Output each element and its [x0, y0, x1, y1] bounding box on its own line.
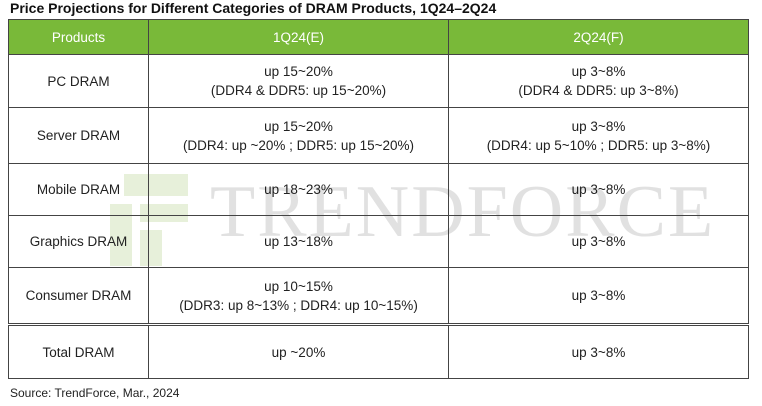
q1-projection: up ~20% [148, 323, 449, 379]
q1-range: up 15~20% [264, 64, 333, 79]
q1-projection: up 10~15% (DDR3: up 8~13% ; DDR4: up 10~… [148, 267, 449, 325]
table-row: Graphics DRAM up 13~18% up 3~8% [8, 215, 749, 268]
column-header-products: Products [8, 19, 149, 55]
q2-range: up 3~8% [571, 64, 626, 79]
column-header-1q24: 1Q24(E) [148, 19, 449, 55]
price-projection-table: Products 1Q24(E) 2Q24(F) PC DRAM up 15~2… [8, 19, 749, 379]
table-title: Price Projections for Different Categori… [10, 0, 497, 16]
q1-range: up ~20% [271, 344, 326, 360]
product-name: Server DRAM [8, 107, 149, 164]
q2-projection: up 3~8% [448, 163, 749, 216]
q1-range: up 10~15% [264, 278, 333, 294]
table-row: Server DRAM up 15~20% (DDR4: up ~20% ; D… [8, 107, 749, 164]
q1-projection: up 15~20% (DDR4: up ~20% ; DDR5: up 15~2… [148, 107, 449, 164]
q1-range: up 13~18% [264, 234, 333, 249]
q2-range: up 3~8% [571, 234, 626, 249]
q2-range: up 3~8% [571, 288, 626, 303]
q1-detail: (DDR4: up ~20% ; DDR5: up 15~20%) [182, 137, 415, 153]
q2-projection: up 3~8% [448, 215, 749, 268]
table-header-row: Products 1Q24(E) 2Q24(F) [8, 19, 749, 55]
product-name: Graphics DRAM [8, 215, 149, 268]
q2-range: up 3~8% [571, 118, 626, 134]
table-row: Consumer DRAM up 10~15% (DDR3: up 8~13% … [8, 267, 749, 325]
product-name: Mobile DRAM [8, 163, 149, 216]
q2-projection: up 3~8% [448, 267, 749, 325]
q1-detail: (DDR3: up 8~13% ; DDR4: up 10~15%) [179, 297, 418, 313]
table-row-total: Total DRAM up ~20% up 3~8% [8, 323, 749, 379]
q1-projection: up 15~20% (DDR4 & DDR5: up 15~20%) [148, 54, 449, 108]
product-name: Consumer DRAM [8, 267, 149, 325]
source-note: Source: TrendForce, Mar., 2024 [10, 386, 180, 400]
q2-range: up 3~8% [571, 182, 626, 197]
q1-projection: up 13~18% [148, 215, 449, 268]
q1-projection: up 18~23% [148, 163, 449, 216]
q2-range: up 3~8% [571, 344, 626, 360]
q2-detail: (DDR4 & DDR5: up 3~8%) [518, 83, 679, 98]
q2-detail: (DDR4: up 5~10% ; DDR5: up 3~8%) [486, 137, 711, 153]
table-row: Mobile DRAM up 18~23% up 3~8% [8, 163, 749, 216]
column-header-2q24: 2Q24(F) [448, 19, 749, 55]
q2-projection: up 3~8% [448, 323, 749, 379]
product-name: Total DRAM [8, 323, 149, 379]
product-name: PC DRAM [8, 54, 149, 108]
q2-projection: up 3~8% (DDR4: up 5~10% ; DDR5: up 3~8%) [448, 107, 749, 164]
table-row: PC DRAM up 15~20% (DDR4 & DDR5: up 15~20… [8, 54, 749, 108]
q2-projection: up 3~8% (DDR4 & DDR5: up 3~8%) [448, 54, 749, 108]
q1-range: up 15~20% [264, 118, 333, 134]
q1-range: up 18~23% [264, 182, 333, 197]
q1-detail: (DDR4 & DDR5: up 15~20%) [210, 83, 387, 98]
